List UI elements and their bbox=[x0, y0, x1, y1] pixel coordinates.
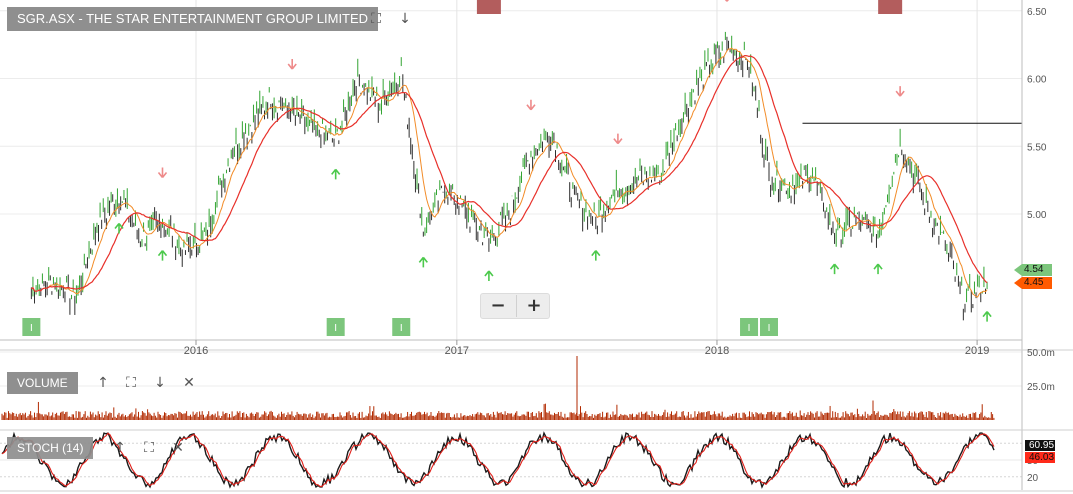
event-marker-label: I bbox=[748, 323, 751, 334]
expand-icon[interactable]: ⛶ bbox=[371, 11, 381, 27]
buy-arrow-up-icon bbox=[157, 250, 168, 261]
year-tick-label: 2016 bbox=[184, 345, 208, 357]
buy-arrow-up-icon bbox=[982, 311, 992, 322]
sell-arrow-down-icon bbox=[895, 86, 905, 97]
price-series bbox=[30, 31, 988, 321]
volume-tick-label: 50.0m bbox=[1027, 348, 1055, 359]
buy-arrow-up-icon bbox=[331, 168, 341, 180]
price-tick-label: 6.50 bbox=[1027, 7, 1047, 18]
stoch-k-tag: 60.95 bbox=[1025, 440, 1055, 451]
volume-label: VOLUME bbox=[7, 372, 78, 394]
volume-close-icon[interactable]: ✕ bbox=[183, 375, 195, 391]
grid-lines bbox=[0, 0, 1022, 478]
short-moving-average-line bbox=[31, 47, 988, 298]
chart-title: SGR.ASX - THE STAR ENTERTAINMENT GROUP L… bbox=[7, 7, 379, 31]
buy-arrow-up-icon bbox=[873, 263, 883, 275]
price-tick-label: 5.50 bbox=[1027, 142, 1047, 153]
volume-arrow-up-icon[interactable]: ↑ bbox=[97, 375, 109, 391]
event-marker-label: I bbox=[768, 323, 771, 334]
ma-price-tag: 4.45 bbox=[1014, 277, 1052, 289]
sell-arrow-down-icon bbox=[613, 133, 623, 145]
last-price-tag: 4.54 bbox=[1014, 264, 1052, 276]
buy-arrow-up-icon bbox=[484, 270, 494, 281]
buy-arrow-up-icon bbox=[418, 256, 428, 268]
sell-arrow-down-icon bbox=[287, 59, 297, 70]
buy-arrow-up-icon bbox=[829, 263, 840, 275]
long-moving-average-line bbox=[31, 54, 988, 293]
event-marker bbox=[392, 318, 411, 336]
stoch-label: STOCH (14) bbox=[7, 437, 94, 459]
zoom-out-button[interactable]: − bbox=[490, 295, 506, 316]
event-marker bbox=[22, 318, 41, 336]
buy-arrow-up-icon bbox=[591, 250, 601, 261]
stoch-tick-label: 20 bbox=[1027, 473, 1039, 484]
sell-arrow-down-icon bbox=[157, 167, 168, 178]
stoch-arrow-up-icon[interactable]: ↑ bbox=[114, 440, 126, 456]
event-marker bbox=[740, 318, 759, 336]
sell-arrow-down-icon bbox=[724, 0, 730, 2]
event-marker-label: I bbox=[30, 323, 33, 334]
volume-arrow-down-icon[interactable]: ↓ bbox=[154, 375, 166, 391]
stoch-close-icon[interactable]: ✕ bbox=[172, 440, 184, 456]
stoch-expand-icon[interactable]: ⛶ bbox=[144, 440, 154, 456]
year-tick-label: 2017 bbox=[445, 345, 469, 357]
volume-expand-icon[interactable]: ⛶ bbox=[126, 375, 136, 391]
year-tick-label: 2019 bbox=[965, 345, 989, 357]
stoch-d-tag: 46.03 bbox=[1025, 452, 1055, 463]
year-tick-label: 2018 bbox=[705, 345, 729, 357]
sell-arrow-down-icon bbox=[526, 99, 536, 111]
volume-tick-label: 25.0m bbox=[1027, 382, 1055, 393]
stoch-d-line bbox=[1, 432, 995, 487]
zoom-control: − + bbox=[480, 293, 550, 319]
price-tick-label: 6.00 bbox=[1027, 75, 1047, 86]
event-marker-label: I bbox=[334, 323, 337, 334]
event-marker-label: I bbox=[400, 323, 403, 334]
event-marker bbox=[759, 318, 778, 336]
buy-arrow-up-icon bbox=[114, 223, 124, 234]
arrow-down-icon[interactable]: ↓ bbox=[399, 11, 411, 27]
top-event-marker bbox=[476, 0, 501, 14]
top-event-marker bbox=[878, 0, 903, 14]
zoom-in-button[interactable]: + bbox=[516, 295, 551, 317]
event-marker bbox=[326, 318, 345, 336]
price-tick-label: 5.00 bbox=[1027, 210, 1047, 221]
